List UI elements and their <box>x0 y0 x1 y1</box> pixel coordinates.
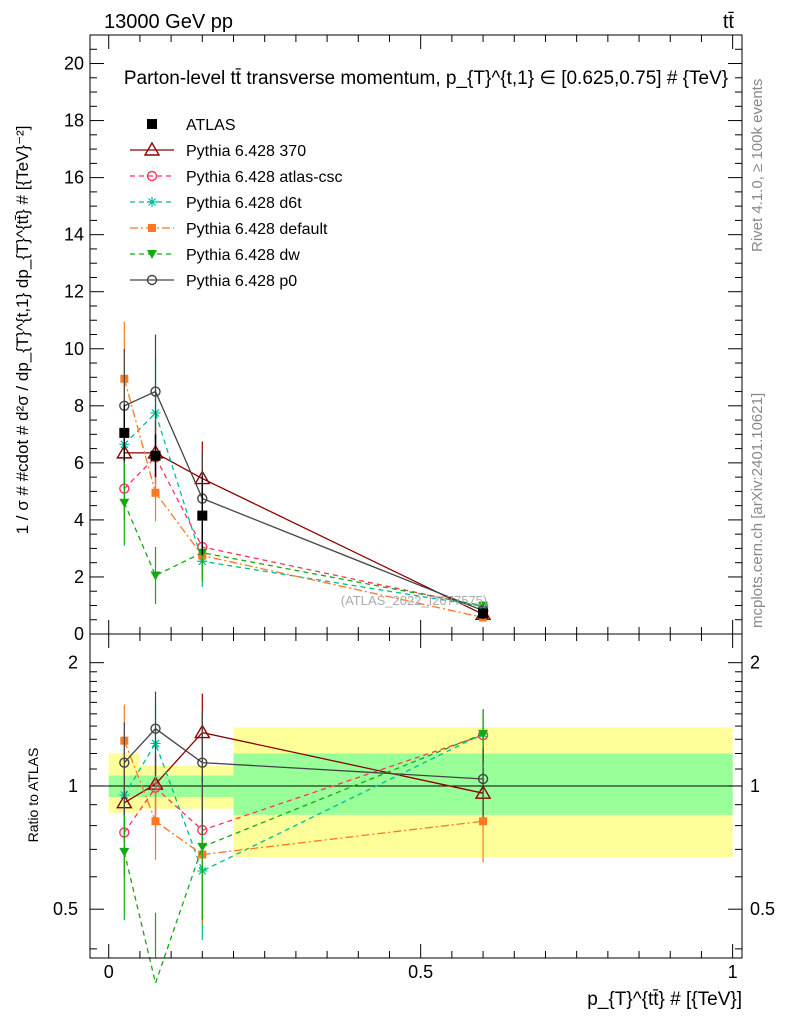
ratio-y-tick-label-right: 0.5 <box>750 899 775 919</box>
main-y-axis-label: 1 / σ # #cdot # d²σ / dp_{T}^{t,1} dp_{T… <box>13 126 32 535</box>
data-point <box>197 510 208 521</box>
ratio-point <box>477 773 489 785</box>
legend-label: Pythia 6.428 370 <box>186 143 306 160</box>
ratio-series-line <box>123 733 484 872</box>
legend-item: Pythia 6.428 dw <box>130 247 300 264</box>
legend-label: Pythia 6.428 d6t <box>186 195 302 212</box>
series-pythia-6-428-d6t <box>119 355 489 612</box>
data-point <box>478 608 489 619</box>
series-line <box>123 456 484 608</box>
series-line <box>124 390 484 612</box>
legend-label: Pythia 6.428 default <box>186 221 328 238</box>
x-tick-label: 0 <box>104 962 114 982</box>
ratio-point <box>479 817 488 826</box>
legend-item: Pythia 6.428 370 <box>130 141 306 160</box>
series-atlas-data <box>119 404 489 620</box>
x-tick-label: 1 <box>728 962 738 982</box>
ratio-series-line <box>123 734 484 833</box>
process-label: tt̄ <box>723 11 735 33</box>
main-y-tick-label: 6 <box>74 453 84 473</box>
legend-item-atlas: ATLAS <box>147 117 236 134</box>
ratio-y-axis-label: Ratio to ATLAS <box>25 748 41 843</box>
series-point <box>151 488 160 497</box>
ratio-series-line <box>123 733 484 986</box>
ratio-y-tick-label: 2 <box>68 653 78 673</box>
main-y-tick-label: 2 <box>74 567 84 587</box>
legend-marker <box>148 224 156 232</box>
legend-item: Pythia 6.428 atlas-csc <box>130 169 343 186</box>
main-y-tick-label: 16 <box>64 168 84 188</box>
legend-marker <box>146 170 158 182</box>
legend-item: Pythia 6.428 default <box>130 221 328 238</box>
legend-marker <box>143 141 161 156</box>
legend-label: Pythia 6.428 atlas-csc <box>186 169 343 186</box>
main-y-tick-label: 10 <box>64 339 84 359</box>
main-y-tick-label: 18 <box>64 111 84 131</box>
ratio-series-pythia-6-428-p0 <box>119 691 489 835</box>
series-pythia-6-428-dw <box>119 460 489 611</box>
data-point <box>150 450 161 461</box>
ratio-y-tick-label-right: 2 <box>750 653 760 673</box>
ratio-point <box>197 757 208 768</box>
ratio-point <box>151 817 160 826</box>
watermark: (ATLAS_2022_I2077575) <box>341 593 487 608</box>
ratio-series-line <box>123 740 484 856</box>
legend-label: Pythia 6.428 dw <box>186 247 300 264</box>
legend-marker <box>147 119 157 129</box>
main-y-tick-label: 4 <box>74 510 84 530</box>
ratio-y-tick-label: 0.5 <box>53 899 78 919</box>
legend-label: ATLAS <box>186 117 236 134</box>
chart-title: Parton-level tt̄ transverse momentum, p_… <box>124 68 728 89</box>
main-y-tick-label: 20 <box>64 54 84 74</box>
series-pythia-6-428-default <box>120 321 488 622</box>
x-axis-label: p_{T}^{tt̄} # [{TeV}] <box>587 989 742 1010</box>
legend-marker <box>147 197 157 207</box>
main-y-tick-label: 0 <box>74 624 84 644</box>
legend-marker <box>147 250 157 259</box>
side-label-bottom: mcplots.cern.ch [arXiv:2401.10621] <box>749 393 766 628</box>
series-point <box>150 386 161 397</box>
ratio-frame <box>89 633 743 959</box>
series-line <box>123 502 484 607</box>
legend-label: Pythia 6.428 p0 <box>186 273 297 290</box>
series-point <box>150 571 161 581</box>
ratio-panel: 0.5 0.5 1 1 2 2 0 0.5 1 <box>53 633 775 986</box>
series-line <box>124 452 484 615</box>
side-label-top: Rivet 4.1.0, ≥ 100k events <box>749 79 766 252</box>
legend: ATLAS Pythia 6.428 370 Pythia 6.428 atlas-… <box>130 117 343 290</box>
legend-item: Pythia 6.428 d6t <box>130 195 302 212</box>
main-y-tick-label: 12 <box>64 282 84 302</box>
series-line <box>123 411 484 607</box>
main-y-tick-label: 14 <box>64 225 84 245</box>
series-point <box>119 498 130 508</box>
ratio-y-tick-label-right: 1 <box>750 776 760 796</box>
x-tick-label: 0.5 <box>408 962 433 982</box>
data-point <box>119 427 130 438</box>
main-panel: 0 2 4 6 8 10 12 14 16 18 20 <box>64 34 743 644</box>
main-y-tick-label: 8 <box>74 396 84 416</box>
ratio-point <box>197 842 208 852</box>
ratio-point <box>478 729 489 739</box>
ratio-point <box>150 723 161 734</box>
legend-marker <box>146 274 158 286</box>
ratio-series-line <box>123 727 484 780</box>
ratio-point <box>119 757 130 768</box>
series-line <box>123 378 484 619</box>
legend-item: Pythia 6.428 p0 <box>130 273 297 290</box>
series-pythia-6-428-atlas-csc <box>119 420 489 612</box>
ratio-series-line <box>123 731 484 804</box>
ratio-y-tick-label: 1 <box>68 776 78 796</box>
energy-label: 13000 GeV pp <box>104 11 233 33</box>
ratio-point <box>119 847 130 857</box>
